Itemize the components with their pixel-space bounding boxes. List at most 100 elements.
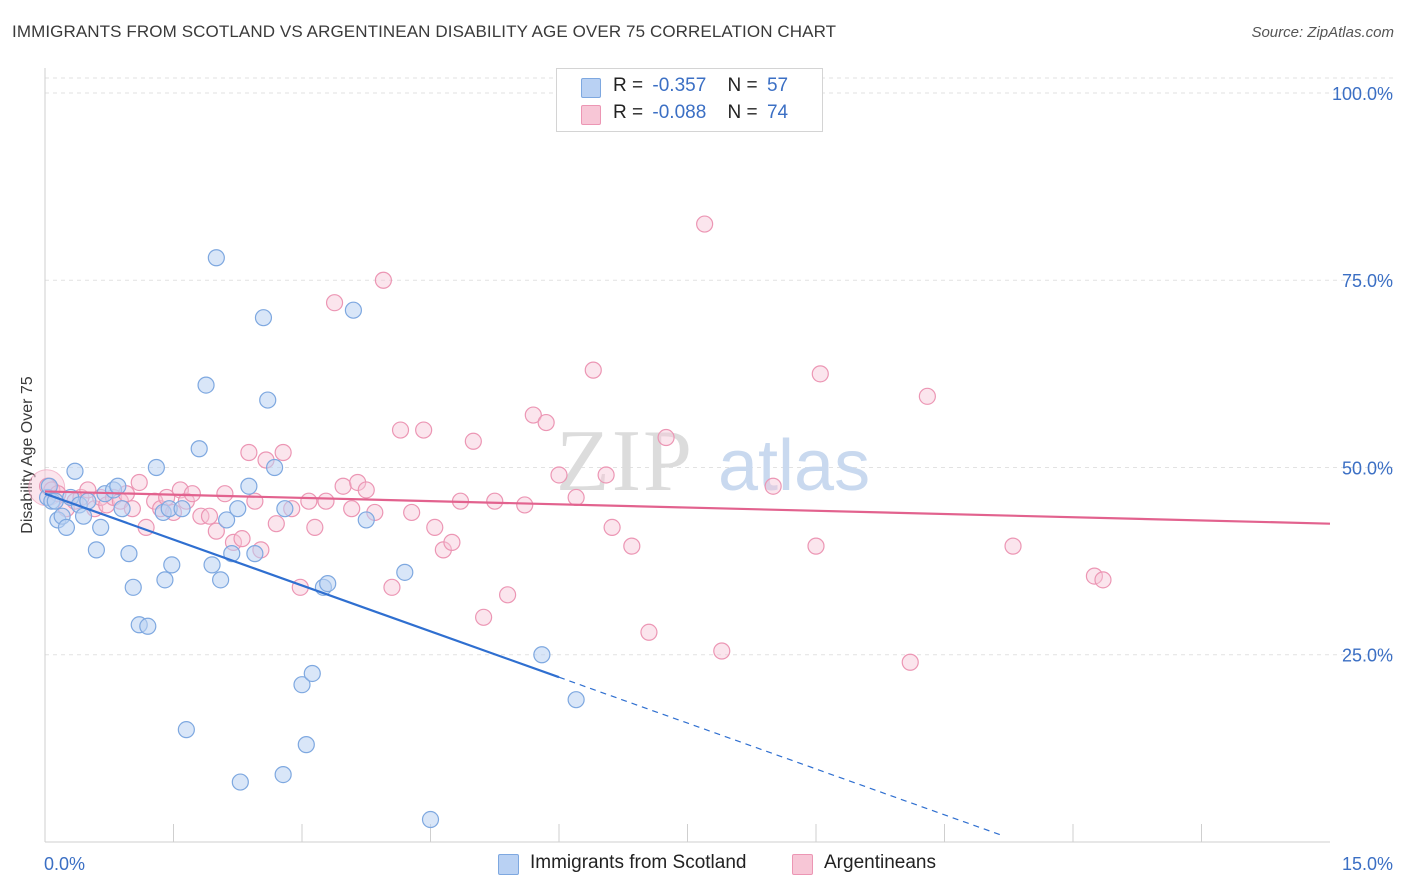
data-point-pink	[343, 500, 361, 518]
data-point-blue	[87, 541, 106, 559]
data-point-blue	[240, 477, 258, 495]
data-point-pink	[537, 413, 555, 432]
data-point-blue	[533, 646, 551, 664]
data-point-pink	[811, 365, 829, 383]
bottom-legend-swatch-blue	[498, 854, 519, 875]
data-point-pink	[325, 294, 344, 312]
data-point-blue	[357, 511, 375, 529]
x-tick-label: 15.0%	[1342, 854, 1393, 874]
trendline-blue-extension	[558, 676, 1005, 837]
data-point-pink	[918, 387, 936, 405]
data-point-blue	[303, 664, 321, 683]
data-point-blue	[231, 773, 249, 791]
data-point-blue	[319, 574, 337, 593]
data-point-pink	[464, 432, 482, 450]
data-point-pink	[640, 623, 658, 641]
data-point-blue	[139, 617, 157, 635]
x-tick-label: 0.0%	[44, 854, 85, 874]
legend-r-label: R =	[613, 102, 644, 123]
data-point-blue	[203, 556, 221, 574]
y-tick-label: 50.0%	[1342, 458, 1393, 478]
legend-swatch-blue	[581, 78, 601, 98]
data-point-pink	[1094, 571, 1112, 589]
data-point-pink	[216, 485, 234, 503]
bottom-legend-swatch-pink	[792, 854, 813, 875]
data-point-pink	[657, 428, 675, 447]
data-point-pink	[306, 518, 324, 537]
data-point-blue	[92, 518, 110, 537]
data-point-blue	[274, 765, 292, 784]
data-point-blue	[344, 301, 362, 319]
data-point-pink	[1085, 567, 1104, 585]
data-point-blue	[109, 477, 127, 495]
trendline-pink	[44, 490, 1331, 525]
bottom-legend-label-scotland: Immigrants from Scotland	[530, 852, 747, 873]
y-tick-label: 75.0%	[1342, 271, 1393, 291]
legend-r-value: -0.088	[652, 102, 707, 123]
svg-text:ZIP: ZIP	[556, 413, 694, 510]
data-point-pink	[200, 507, 219, 525]
data-point-blue	[190, 440, 208, 458]
source-label: Source: ZipAtlas.com	[1251, 24, 1394, 41]
data-point-pink	[391, 421, 410, 439]
data-point-pink	[764, 477, 782, 495]
trendline-blue	[44, 492, 560, 679]
data-point-blue	[57, 518, 76, 537]
data-point-blue	[212, 571, 230, 589]
data-point-blue	[113, 500, 131, 518]
data-point-pink	[567, 488, 585, 507]
data-point-blue	[156, 571, 174, 589]
data-point-blue	[567, 691, 585, 709]
data-point-pink	[415, 421, 433, 439]
legend-n-value: 57	[766, 75, 789, 96]
bottom-legend-label-argentineans: Argentineans	[824, 852, 936, 873]
data-point-pink	[334, 477, 352, 495]
data-point-blue	[396, 563, 414, 581]
data-point-pink	[1004, 537, 1022, 555]
y-tick-label: 25.0%	[1342, 646, 1393, 666]
data-point-blue	[173, 500, 191, 518]
data-point-pink	[486, 492, 504, 510]
data-point-pink	[240, 443, 258, 462]
legend-n-value: 74	[766, 102, 789, 123]
legend-r-label: R =	[613, 75, 644, 96]
data-point-blue	[66, 462, 84, 480]
data-point-pink	[443, 533, 461, 551]
data-point-pink	[383, 578, 401, 596]
data-point-pink	[713, 642, 731, 660]
data-point-blue	[124, 578, 142, 596]
data-point-pink	[274, 443, 292, 462]
data-point-pink	[499, 586, 517, 604]
data-point-pink	[584, 361, 602, 379]
data-point-blue	[177, 721, 195, 739]
data-point-pink	[317, 492, 335, 510]
data-point-pink	[426, 518, 444, 537]
data-point-pink	[207, 522, 225, 540]
data-point-blue	[223, 545, 241, 563]
data-point-pink	[901, 653, 919, 671]
data-point-pink	[183, 485, 201, 503]
data-point-pink	[603, 518, 621, 537]
chart-title: IMMIGRANTS FROM SCOTLAND VS ARGENTINEAN …	[12, 22, 837, 41]
data-point-pink	[597, 466, 615, 484]
data-point-blue	[259, 391, 277, 409]
data-point-pink	[475, 608, 493, 626]
data-point-pink	[374, 271, 392, 289]
legend-r-value: -0.357	[652, 75, 707, 96]
data-point-pink	[403, 503, 421, 522]
data-point-blue	[218, 511, 236, 529]
data-point-blue	[120, 545, 138, 563]
legend-n-label: N =	[727, 102, 758, 123]
data-point-blue	[276, 500, 294, 518]
data-point-pink	[357, 481, 375, 499]
data-point-blue	[297, 736, 315, 754]
data-point-blue	[421, 810, 440, 829]
data-point-pink	[300, 492, 318, 510]
data-point-blue	[254, 309, 273, 327]
data-point-pink	[516, 496, 534, 514]
data-point-blue	[147, 458, 165, 477]
legend-n-label: N =	[727, 75, 758, 96]
data-point-blue	[293, 676, 311, 694]
data-point-pink	[233, 530, 251, 548]
